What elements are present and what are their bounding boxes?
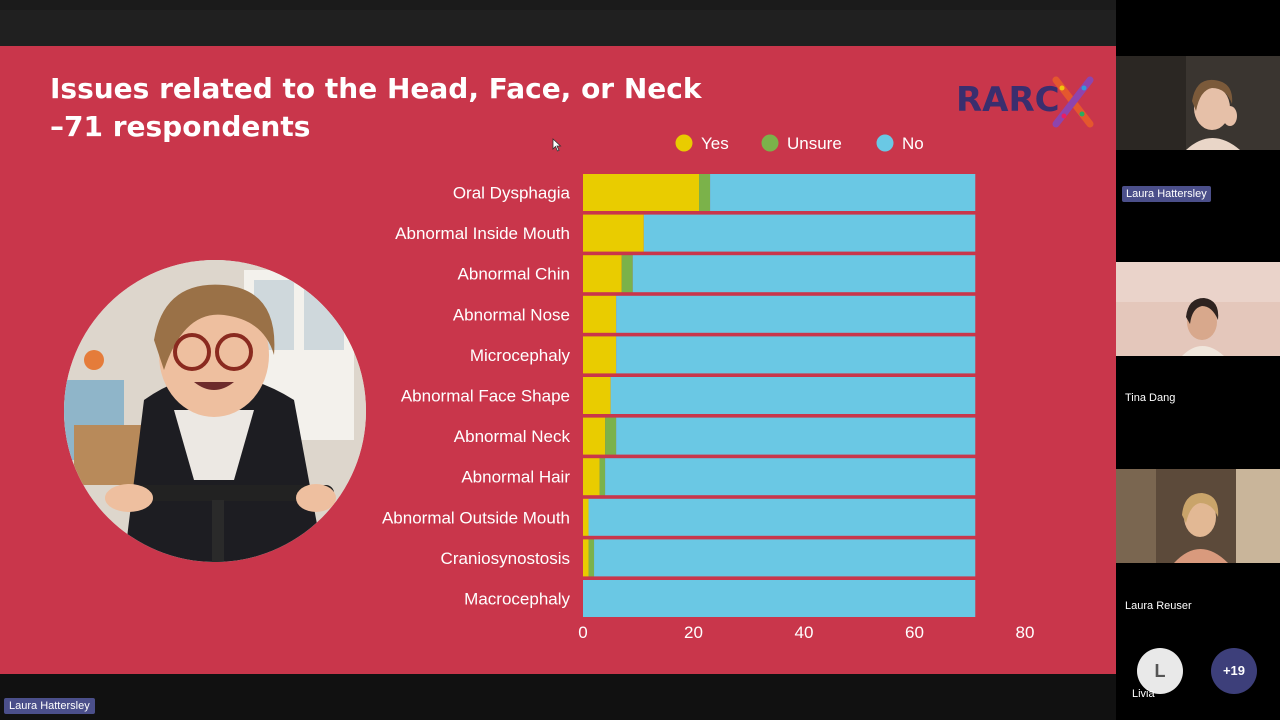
x-tick-label: 40 xyxy=(795,623,814,642)
participant-avatar[interactable]: L xyxy=(1137,648,1183,694)
x-tick-label: 60 xyxy=(905,623,924,642)
bar-segment xyxy=(583,377,611,414)
participant-name-label: Tina Dang xyxy=(1125,392,1176,404)
bar-segment xyxy=(643,214,976,252)
bar-segment xyxy=(632,255,976,293)
bar-segment xyxy=(616,336,976,374)
category-label: Abnormal Nose xyxy=(453,305,570,324)
participant-name-label: Laura Reuser xyxy=(1125,600,1192,612)
bar-segment xyxy=(583,255,622,293)
legend-label: No xyxy=(902,134,924,153)
top-bar xyxy=(0,0,1280,46)
slide-title: Issues related to the Head, Face, or Nec… xyxy=(50,70,702,146)
bottom-bar xyxy=(0,674,1116,720)
participant-video-tile[interactable] xyxy=(1116,469,1280,563)
bar-segment xyxy=(583,214,644,252)
bar-segment xyxy=(583,295,617,333)
bar-segment xyxy=(583,498,589,536)
top-bar-inner xyxy=(0,10,1116,46)
legend-swatch xyxy=(876,134,894,152)
bar-segment xyxy=(588,498,976,536)
x-tick-label: 0 xyxy=(578,623,587,642)
bar-segment xyxy=(583,336,617,374)
bar-segment xyxy=(710,174,976,211)
bar-segment xyxy=(583,580,976,617)
category-label: Abnormal Outside Mouth xyxy=(382,508,570,527)
bar-segment xyxy=(605,417,617,455)
speaker-name-tag: Laura Hattersley xyxy=(4,698,95,714)
logo-text: RARC xyxy=(956,80,1060,120)
category-label: Craniosynostosis xyxy=(441,549,570,568)
category-label: Abnormal Chin xyxy=(458,265,570,284)
child-photo xyxy=(64,260,366,562)
category-label: Abnormal Face Shape xyxy=(401,387,570,406)
slide-title-line1: Issues related to the Head, Face, or Nec… xyxy=(50,72,702,105)
bar-segment xyxy=(621,255,633,293)
legend-swatch xyxy=(675,134,693,152)
bar-segment xyxy=(588,539,595,577)
category-label: Macrocephaly xyxy=(464,590,570,609)
bar-segment xyxy=(583,174,700,211)
bar-segment xyxy=(583,417,606,455)
more-participants-button[interactable]: +19 xyxy=(1211,648,1257,694)
bar-segment xyxy=(699,174,711,211)
legend-label: Yes xyxy=(701,134,729,153)
x-tick-label: 20 xyxy=(684,623,703,642)
bar-segment xyxy=(594,539,976,577)
legend-swatch xyxy=(761,134,779,152)
rarcx-logo: RARC xyxy=(956,76,1096,130)
shared-slide: Issues related to the Head, Face, or Nec… xyxy=(0,46,1116,674)
bar-segment xyxy=(583,458,600,496)
bar-segment xyxy=(616,295,976,333)
participant-name-tag: Laura Hattersley xyxy=(1122,186,1211,202)
participant-video-tile[interactable] xyxy=(1116,56,1280,150)
bar-segment xyxy=(605,458,976,496)
x-tick-label: 80 xyxy=(1016,623,1035,642)
stacked-bar-chart: Yes Unsure No Oral Dysphagia Abnormal Inside… xyxy=(382,134,1035,642)
bar-segment xyxy=(583,539,589,577)
category-label: Abnormal Hair xyxy=(461,468,570,487)
bar-segment xyxy=(610,377,976,414)
participant-video-2 xyxy=(1116,262,1280,356)
participant-video-tile[interactable] xyxy=(1116,262,1280,356)
mouse-cursor-icon xyxy=(552,138,562,152)
category-label: Abnormal Inside Mouth xyxy=(395,224,570,243)
participant-video-1 xyxy=(1116,56,1280,150)
category-label: Abnormal Neck xyxy=(454,427,571,446)
bar-segment xyxy=(616,417,976,455)
avatar-name-label: Livia xyxy=(1132,688,1155,700)
logo-x-icon xyxy=(1052,76,1094,128)
legend-label: Unsure xyxy=(787,134,842,153)
category-label: Microcephaly xyxy=(470,346,571,365)
bar-segment xyxy=(599,458,606,496)
category-label: Oral Dysphagia xyxy=(453,184,571,203)
slide-title-line2: –71 respondents xyxy=(50,110,311,143)
participant-video-3 xyxy=(1116,469,1280,563)
